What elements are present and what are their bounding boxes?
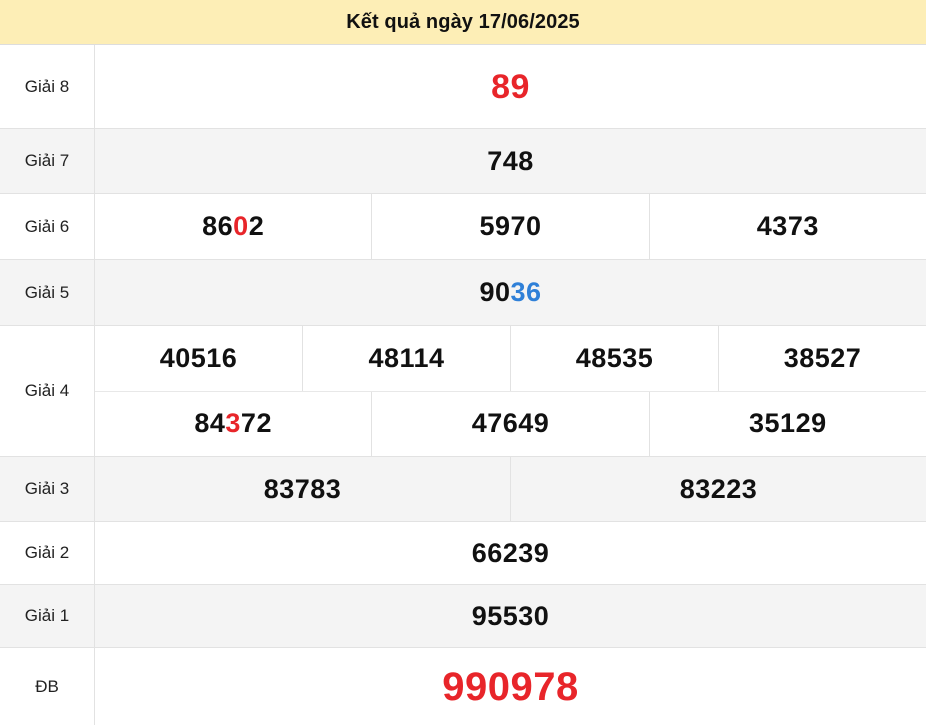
prize-number: 89	[491, 67, 530, 106]
prize-cell-g1-1[interactable]: 95530	[95, 585, 926, 647]
prize-label-g3: Giải 3	[0, 457, 95, 521]
prize-values-g8: 89	[95, 45, 926, 128]
prize-values-g1: 95530	[95, 585, 926, 647]
prize-table: Giải 8 89 Giải 7 748 Giả	[0, 44, 926, 725]
value-line: 66239	[95, 522, 926, 584]
number-segment: 84	[194, 408, 226, 439]
prize-number: 35129	[749, 408, 827, 439]
prize-cell-g3-1[interactable]: 83783	[95, 457, 510, 521]
prize-number: 66239	[471, 537, 550, 568]
number-segment: 72	[240, 408, 272, 439]
prize-values-db: 990978	[95, 648, 926, 725]
prize-cell-g5-1[interactable]: 9036	[95, 260, 926, 325]
prize-cell-g4-r2-3[interactable]: 35129	[648, 391, 926, 456]
value-line: 89	[95, 45, 926, 128]
number-segment: 90	[479, 277, 511, 307]
prize-values-g2: 66239	[95, 522, 926, 584]
prize-cell-g7-1[interactable]: 748	[95, 129, 926, 193]
prize-cell-g8-1[interactable]: 89	[95, 45, 926, 128]
prize-values-g3: 83783 83223	[95, 457, 926, 521]
number-segment-highlight: 36	[510, 277, 542, 307]
number-segment: 2	[248, 211, 265, 241]
value-line: 748	[95, 129, 926, 193]
number-segment: 86	[202, 211, 234, 241]
number-segment-highlight: 0	[233, 211, 249, 241]
prize-label-g1: Giải 1	[0, 585, 95, 647]
prize-number: 4373	[756, 211, 819, 241]
number-segment-highlight: 3	[225, 408, 241, 439]
prize-cell-g4-r1-2[interactable]: 48114	[302, 326, 510, 391]
prize-cell-g4-r1-1[interactable]: 40516	[95, 326, 302, 391]
prize-number: 990978	[442, 664, 579, 709]
prize-cell-g6-2[interactable]: 5970	[371, 194, 648, 259]
prize-cell-g6-1[interactable]: 8602	[95, 194, 371, 259]
prize-values-g4: 40516 48114 48535 38527 84372	[95, 326, 926, 456]
value-line: 84372 47649 35129	[95, 390, 926, 457]
prize-number: 8602	[202, 213, 264, 240]
prize-row-g6: Giải 6 8602 5970 4373	[0, 194, 926, 260]
value-line: 95530	[95, 585, 926, 647]
prize-values-g7: 748	[95, 129, 926, 193]
prize-label-g4: Giải 4	[0, 326, 95, 456]
prize-cell-g4-r2-2[interactable]: 47649	[371, 391, 648, 456]
prize-cell-g3-2[interactable]: 83223	[510, 457, 926, 521]
prize-values-g6: 8602 5970 4373	[95, 194, 926, 259]
prize-number: 9036	[479, 279, 541, 306]
value-line: 40516 48114 48535 38527	[95, 326, 926, 391]
prize-row-g4: Giải 4 40516 48114 48535 38527	[0, 326, 926, 457]
prize-number: 38527	[783, 342, 862, 373]
value-line: 83783 83223	[95, 457, 926, 521]
results-date-title: Kết quả ngày 17/06/2025	[346, 11, 580, 33]
prize-number: 748	[487, 145, 534, 176]
prize-row-db: ĐB 990978	[0, 648, 926, 725]
prize-cell-g2-1[interactable]: 66239	[95, 522, 926, 584]
results-header: Kết quả ngày 17/06/2025	[0, 0, 926, 44]
prize-number: 83783	[263, 473, 342, 504]
prize-label-g7: Giải 7	[0, 129, 95, 193]
prize-row-g8: Giải 8 89	[0, 45, 926, 129]
value-line: 990978	[95, 648, 926, 725]
prize-number: 84372	[194, 410, 272, 437]
prize-row-g3: Giải 3 83783 83223	[0, 457, 926, 522]
prize-row-g1: Giải 1 95530	[0, 585, 926, 648]
prize-label-g5: Giải 5	[0, 260, 95, 325]
prize-label-g2: Giải 2	[0, 522, 95, 584]
prize-number: 48535	[575, 342, 654, 373]
prize-label-g8: Giải 8	[0, 45, 95, 128]
prize-row-g7: Giải 7 748	[0, 129, 926, 194]
prize-cell-g6-3[interactable]: 4373	[648, 194, 926, 259]
prize-label-db: ĐB	[0, 648, 95, 725]
prize-cell-g4-r2-1[interactable]: 84372	[95, 392, 371, 457]
prize-row-g5: Giải 5 9036	[0, 260, 926, 326]
prize-values-g5: 9036	[95, 260, 926, 325]
prize-number: 95530	[471, 600, 550, 631]
prize-number: 48114	[368, 342, 445, 373]
prize-number: 5970	[479, 211, 542, 241]
value-line: 8602 5970 4373	[95, 194, 926, 259]
prize-cell-g4-r1-4[interactable]: 38527	[718, 326, 926, 391]
prize-number: 83223	[679, 473, 758, 504]
prize-cell-db-1[interactable]: 990978	[95, 648, 926, 725]
prize-number: 40516	[159, 342, 238, 373]
prize-cell-g4-r1-3[interactable]: 48535	[510, 326, 718, 391]
prize-row-g2: Giải 2 66239	[0, 522, 926, 585]
value-line: 9036	[95, 260, 926, 325]
prize-number: 47649	[471, 408, 550, 439]
prize-label-g6: Giải 6	[0, 194, 95, 259]
